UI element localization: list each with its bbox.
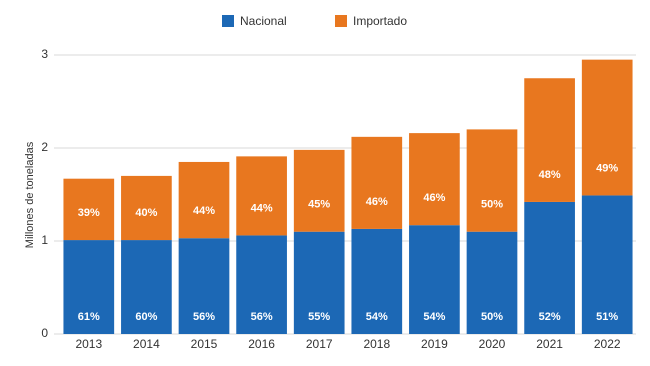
bar-segment — [121, 175, 172, 241]
legend-label: Importado — [353, 14, 407, 28]
x-tick-label: 2016 — [248, 337, 275, 351]
x-tick-label: 2021 — [536, 337, 563, 351]
value-label: 44% — [193, 205, 215, 217]
value-label: 56% — [193, 311, 215, 323]
bar-segment — [409, 225, 460, 334]
bar-segment — [581, 59, 633, 196]
x-tick-label: 2018 — [363, 337, 390, 351]
bar-segment — [466, 231, 518, 334]
value-label: 39% — [78, 207, 100, 219]
value-label: 54% — [366, 311, 388, 323]
x-tick-label: 2017 — [306, 337, 333, 351]
bar-segment — [409, 133, 460, 226]
value-label: 48% — [539, 169, 561, 181]
value-label: 44% — [251, 202, 273, 214]
bar-segment — [524, 201, 575, 334]
bar-segment — [63, 240, 115, 334]
value-label: 61% — [78, 311, 100, 323]
bar-segment — [351, 136, 403, 229]
y-tick-label: 1 — [41, 233, 48, 247]
x-tick-label: 2020 — [479, 337, 506, 351]
bar-segment — [524, 78, 575, 202]
value-label: 46% — [366, 196, 388, 208]
value-label: 40% — [135, 207, 157, 219]
bar-segment — [581, 195, 633, 334]
value-label: 60% — [135, 311, 157, 323]
bar-segment — [293, 231, 345, 334]
x-tick-label: 2013 — [75, 337, 102, 351]
value-label: 51% — [596, 311, 618, 323]
value-label: 50% — [481, 199, 503, 211]
bar-segment — [121, 240, 172, 334]
value-label: 56% — [251, 311, 273, 323]
y-axis-title: Millones de toneladas — [24, 141, 36, 248]
legend-label: Nacional — [240, 14, 287, 28]
y-tick-label: 3 — [41, 47, 48, 61]
x-tick-label: 2015 — [191, 337, 218, 351]
value-label: 45% — [308, 199, 330, 211]
bar-segment — [178, 161, 230, 239]
x-tick-label: 2014 — [133, 337, 160, 351]
value-label: 46% — [423, 192, 445, 204]
bar-segment — [178, 238, 230, 334]
value-label: 55% — [308, 311, 330, 323]
value-label: 49% — [596, 162, 618, 174]
y-tick-label: 2 — [41, 140, 48, 154]
legend-swatch — [222, 15, 234, 27]
bar-segment — [466, 129, 518, 232]
value-label: 52% — [539, 311, 561, 323]
legend-swatch — [335, 15, 347, 27]
x-tick-label: 2022 — [594, 337, 621, 351]
bar-segment — [63, 178, 115, 241]
x-tick-label: 2019 — [421, 337, 448, 351]
bar-segment — [236, 235, 287, 334]
value-label: 50% — [481, 311, 503, 323]
bar-segment — [293, 149, 345, 232]
bar-segment — [351, 228, 403, 334]
value-label: 54% — [423, 311, 445, 323]
y-tick-label: 0 — [41, 326, 48, 340]
bar-segment — [236, 156, 287, 236]
